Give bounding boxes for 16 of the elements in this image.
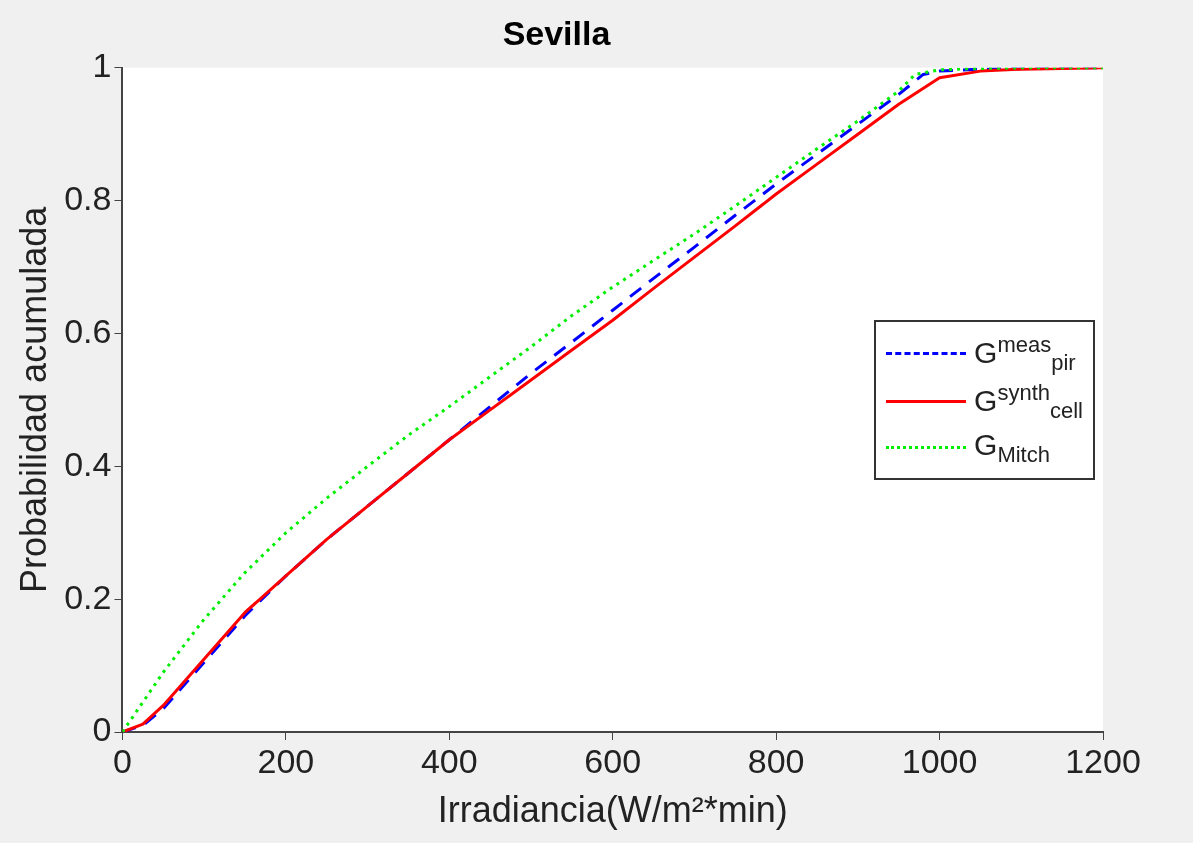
x-tick-label: 800 xyxy=(747,741,805,780)
x-tick-label: 200 xyxy=(257,741,315,780)
y-tick-label: 0 xyxy=(92,710,112,749)
x-axis-title: Irradiancia(W/m²*min) xyxy=(437,789,788,831)
y-tick-label: 0.2 xyxy=(64,577,112,616)
x-tick-label: 1000 xyxy=(901,741,978,780)
y-tick-label: 0.8 xyxy=(64,179,112,218)
x-tick-label: 400 xyxy=(420,741,478,780)
y-tick-label: 0.6 xyxy=(64,311,112,350)
y-axis-title: Probabilidad acumulada xyxy=(12,205,54,594)
y-tick-label: 0.4 xyxy=(64,444,112,483)
y-tick-label: 1 xyxy=(92,46,112,85)
x-tick-label: 600 xyxy=(584,741,642,780)
legend-label: G$_{Mitch}$ xyxy=(974,427,1050,468)
chart-title: Sevilla xyxy=(502,13,612,52)
x-tick-label: 1200 xyxy=(1065,741,1141,780)
